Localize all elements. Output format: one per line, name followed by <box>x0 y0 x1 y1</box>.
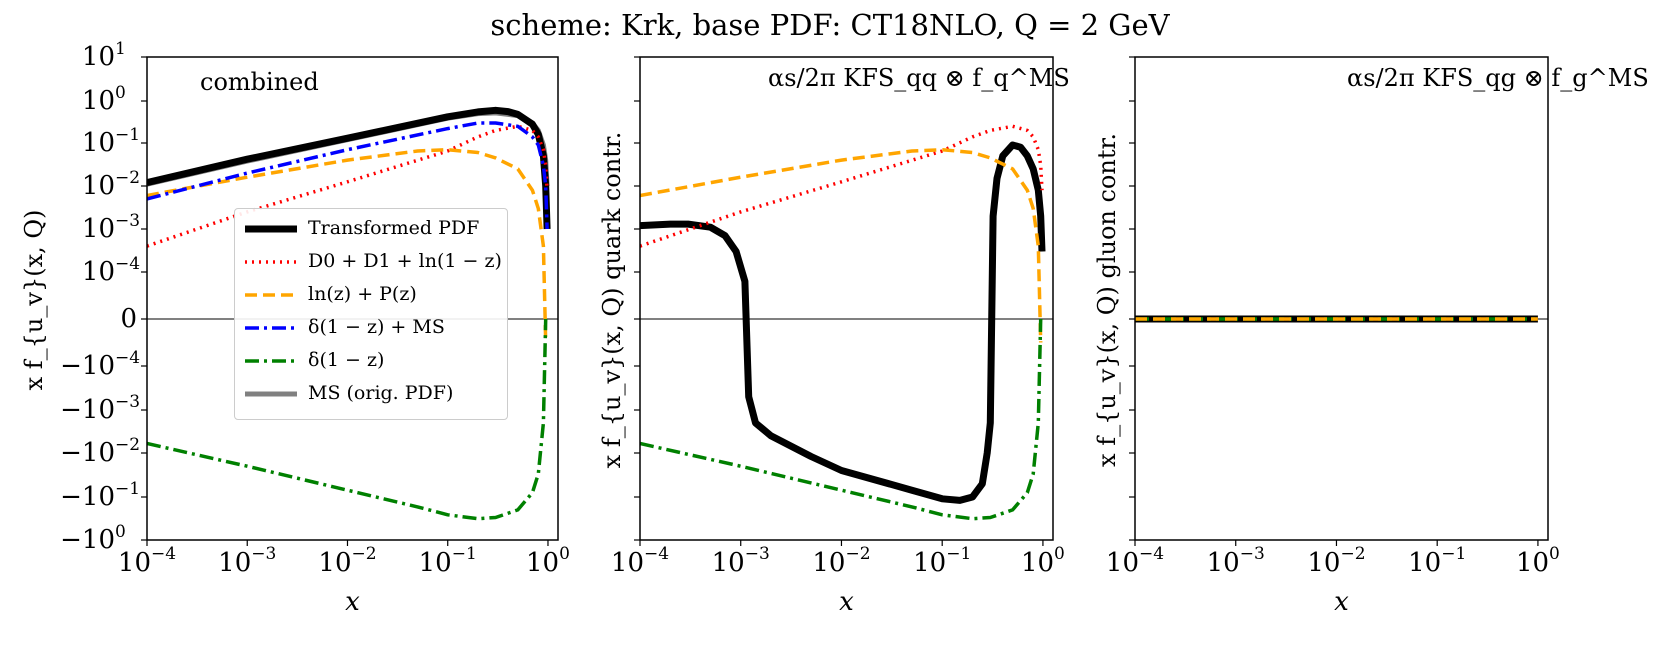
panel-2-title: αs/2π KFS_qq ⊗ f_q^MS <box>768 64 1070 92</box>
y-tick-exponent: −2 <box>115 435 140 455</box>
panel-3-title: αs/2π KFS_qg ⊗ f_g^MS <box>1347 64 1649 92</box>
y-tick-exponent: −1 <box>115 125 140 145</box>
x-axis-label: x <box>345 587 360 617</box>
y-tick-label: −10 <box>60 438 115 468</box>
series-line-ln-z-p-z- <box>640 147 1043 343</box>
x-tick-label: 10−3 <box>712 544 770 578</box>
x-axis-label: x <box>1334 587 1349 617</box>
y-tick-exponent: −3 <box>115 392 140 412</box>
legend-label: δ(1 − z) <box>308 349 385 371</box>
x-tick-label: 10−1 <box>1408 544 1466 578</box>
legend-item: δ(1 − z) <box>235 346 507 376</box>
legend-swatch <box>245 326 297 330</box>
series-line-delta-1-z-ms-bar <box>147 121 549 230</box>
figure-title: scheme: Krk, base PDF: CT18NLO, Q = 2 Ge… <box>0 8 1660 42</box>
legend-label: D0 + D1 + ln(1 − z) <box>308 250 502 272</box>
y-tick-exponent: 0 <box>115 522 126 542</box>
legend-item: MS (orig. PDF) <box>235 379 507 409</box>
panel-3: 10−4 10−3 10−2 10−1 100 x x f_{u_v}(x, Q) gluo… <box>1093 56 1560 617</box>
x-tick-label: 10−3 <box>1207 544 1265 578</box>
legend-swatch <box>245 225 297 233</box>
y-axis-label: x f_{u_v}(x, Q) <box>20 210 48 391</box>
legend-item: δ(1 − z) + MS <box>235 313 507 343</box>
panel-2: 10−4 10−3 10−2 10−1 100 x x f_{u_v}(x, Q) quar… <box>598 56 1065 617</box>
legend-label: Transformed PDF <box>308 217 480 239</box>
plot-frame <box>146 56 559 541</box>
legend-label: δ(1 − z) + MS <box>308 316 445 338</box>
y-tick-exponent: −2 <box>115 168 140 188</box>
y-tick-label: 0 <box>120 304 137 334</box>
figure-title-text: scheme: Krk, base PDF: CT18NLO, Q = 2 Ge… <box>490 8 1170 42</box>
legend-item: D0 + D1 + ln(1 − z) <box>235 247 507 277</box>
y-tick-label: 10 <box>82 128 115 158</box>
y-tick-label: 10 <box>82 214 115 244</box>
legend-label: MS (orig. PDF) <box>308 382 454 404</box>
plot-frame <box>639 56 1054 541</box>
y-tick-label: −10 <box>60 351 115 381</box>
x-tick-label: 100 <box>1516 544 1560 578</box>
series-line-ms-bar-orig-pdf- <box>147 110 550 187</box>
y-tick-exponent: −4 <box>115 254 140 274</box>
x-tick-label: 10−2 <box>1307 544 1365 578</box>
y-tick-exponent: 1 <box>115 39 126 59</box>
x-tick-label: 10−2 <box>318 544 376 578</box>
y-tick-label: −10 <box>60 482 115 512</box>
y-axis-label: x f_{u_v}(x, Q) gluon contr. <box>1093 133 1121 467</box>
x-axis-label: x <box>839 587 854 617</box>
legend-swatch <box>245 359 297 363</box>
series-line-delta-1-z- <box>640 318 1043 521</box>
panel-1-title: combined <box>200 68 319 96</box>
x-tick-label: 10−1 <box>419 544 477 578</box>
legend-swatch <box>245 260 297 264</box>
x-tick-label: 10−4 <box>1106 544 1164 578</box>
legend-item: ln(z) + P(z) <box>235 280 507 310</box>
x-tick-label: 100 <box>1021 544 1065 578</box>
y-tick-label: −10 <box>60 525 115 555</box>
y-tick-exponent: −3 <box>115 211 140 231</box>
y-tick-exponent: −1 <box>115 479 140 499</box>
x-tick-label: 10−4 <box>118 544 176 578</box>
series-line-transformed-pdf <box>640 141 1046 504</box>
x-tick-label: 10−3 <box>218 544 276 578</box>
legend-swatch <box>245 293 297 297</box>
y-tick-label: 10 <box>82 86 115 116</box>
legend-item: Transformed PDF <box>235 214 507 244</box>
y-tick-label: 10 <box>82 171 115 201</box>
x-tick-label: 10−2 <box>812 544 870 578</box>
x-tick-label: 10−1 <box>913 544 971 578</box>
plot-frame <box>1134 56 1549 541</box>
y-tick-label: 10 <box>82 257 115 287</box>
x-tick-label: 10−4 <box>611 544 669 578</box>
y-tick-exponent: −4 <box>115 348 140 368</box>
y-tick-label: 10 <box>82 42 115 72</box>
y-axis-label: x f_{u_v}(x, Q) quark contr. <box>598 132 626 469</box>
legend-swatch <box>245 391 297 397</box>
y-tick-label: −10 <box>60 395 115 425</box>
y-tick-exponent: 0 <box>115 83 126 103</box>
series-line-ln-z-p-z- <box>147 147 548 343</box>
legend-label: ln(z) + P(z) <box>308 283 417 305</box>
series-line-d0-d1-ln-1-z- <box>147 124 549 248</box>
legend: Transformed PDF D0 + D1 + ln(1 − z) ln(z) … <box>234 208 508 420</box>
x-tick-label: 100 <box>526 544 570 578</box>
